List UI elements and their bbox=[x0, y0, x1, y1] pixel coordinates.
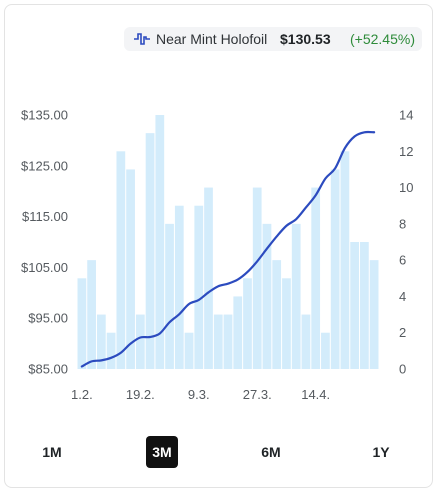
volume-bar bbox=[194, 205, 204, 369]
time-range-selector: 1M 3M 6M 1Y bbox=[0, 436, 439, 468]
price-line bbox=[80, 130, 376, 368]
volume-bar bbox=[145, 133, 155, 369]
range-button-3m[interactable]: 3M bbox=[146, 436, 178, 468]
volume-bar bbox=[340, 151, 350, 369]
volume-bar bbox=[184, 332, 194, 369]
right-axis-tick-label: 12 bbox=[399, 144, 413, 159]
volume-bar bbox=[311, 187, 321, 369]
legend-current-price: $130.53 bbox=[280, 31, 331, 47]
volume-bar bbox=[252, 187, 262, 369]
chart-legend: Near Mint Holofoil $130.53 (+52.45%) bbox=[124, 27, 422, 51]
volume-bar bbox=[126, 169, 135, 369]
volume-bar bbox=[87, 260, 96, 369]
x-axis-tick-label: 9.3. bbox=[188, 387, 210, 402]
volume-bar bbox=[77, 278, 87, 369]
volume-bar bbox=[282, 278, 291, 369]
price-chart-icon bbox=[134, 33, 150, 45]
volume-bar bbox=[204, 187, 213, 369]
left-axis-tick-label: $135.00 bbox=[21, 108, 68, 123]
volume-bar bbox=[262, 223, 272, 369]
volume-bar bbox=[360, 242, 369, 369]
range-button-6m[interactable]: 6M bbox=[261, 444, 281, 460]
volume-bar bbox=[233, 296, 243, 369]
right-y-axis: 14 12 10 8 6 4 2 0 bbox=[399, 108, 413, 377]
range-button-1m[interactable]: 1M bbox=[42, 444, 62, 460]
right-axis-tick-label: 0 bbox=[399, 362, 406, 377]
left-axis-tick-label: $125.00 bbox=[21, 158, 68, 173]
volume-bar bbox=[213, 314, 223, 369]
right-axis-tick-label: 14 bbox=[399, 108, 413, 123]
volume-bar bbox=[165, 223, 174, 369]
right-axis-tick-label: 6 bbox=[399, 253, 406, 268]
left-axis-tick-label: $95.00 bbox=[28, 311, 68, 326]
volume-bar bbox=[96, 314, 106, 369]
legend-series-name: Near Mint Holofoil bbox=[156, 31, 268, 47]
x-axis-tick-label: 1.2. bbox=[71, 387, 93, 402]
volume-bar bbox=[116, 151, 126, 369]
volume-bar bbox=[291, 223, 301, 369]
legend-price-change: (+52.45%) bbox=[350, 31, 415, 47]
left-axis-tick-label: $105.00 bbox=[21, 260, 68, 275]
volume-bar bbox=[272, 260, 282, 369]
volume-bar bbox=[369, 260, 379, 369]
x-axis-tick-label: 27.3. bbox=[243, 387, 272, 402]
volume-bar bbox=[106, 332, 116, 369]
left-axis-tick-label: $85.00 bbox=[28, 362, 68, 377]
right-axis-tick-label: 10 bbox=[399, 180, 413, 195]
x-axis: 1.2. 19.2. 9.3. 27.3. 14.4. bbox=[71, 387, 330, 402]
volume-bar bbox=[350, 242, 360, 369]
volume-bar bbox=[321, 332, 330, 369]
volume-bar bbox=[135, 314, 145, 369]
range-button-1y[interactable]: 1Y bbox=[372, 444, 390, 460]
volume-bar bbox=[243, 278, 252, 369]
left-y-axis: $135.00 $125.00 $115.00 $105.00 $95.00 $85.00 bbox=[21, 108, 68, 377]
volume-bar bbox=[330, 169, 340, 369]
volume-bar bbox=[223, 314, 233, 369]
x-axis-tick-label: 19.2. bbox=[126, 387, 155, 402]
volume-bar bbox=[174, 205, 184, 369]
right-axis-tick-label: 4 bbox=[399, 289, 406, 304]
volume-bar bbox=[301, 314, 311, 369]
price-chart: $135.00 $125.00 $115.00 $105.00 $95.00 $85.00… bbox=[21, 108, 413, 403]
x-axis-tick-label: 14.4. bbox=[301, 387, 330, 402]
right-axis-tick-label: 2 bbox=[399, 325, 406, 340]
volume-bars bbox=[77, 115, 379, 369]
price-line-layer bbox=[80, 130, 376, 368]
left-axis-tick-label: $115.00 bbox=[22, 209, 68, 224]
right-axis-tick-label: 8 bbox=[399, 216, 406, 231]
volume-bar bbox=[155, 115, 165, 369]
